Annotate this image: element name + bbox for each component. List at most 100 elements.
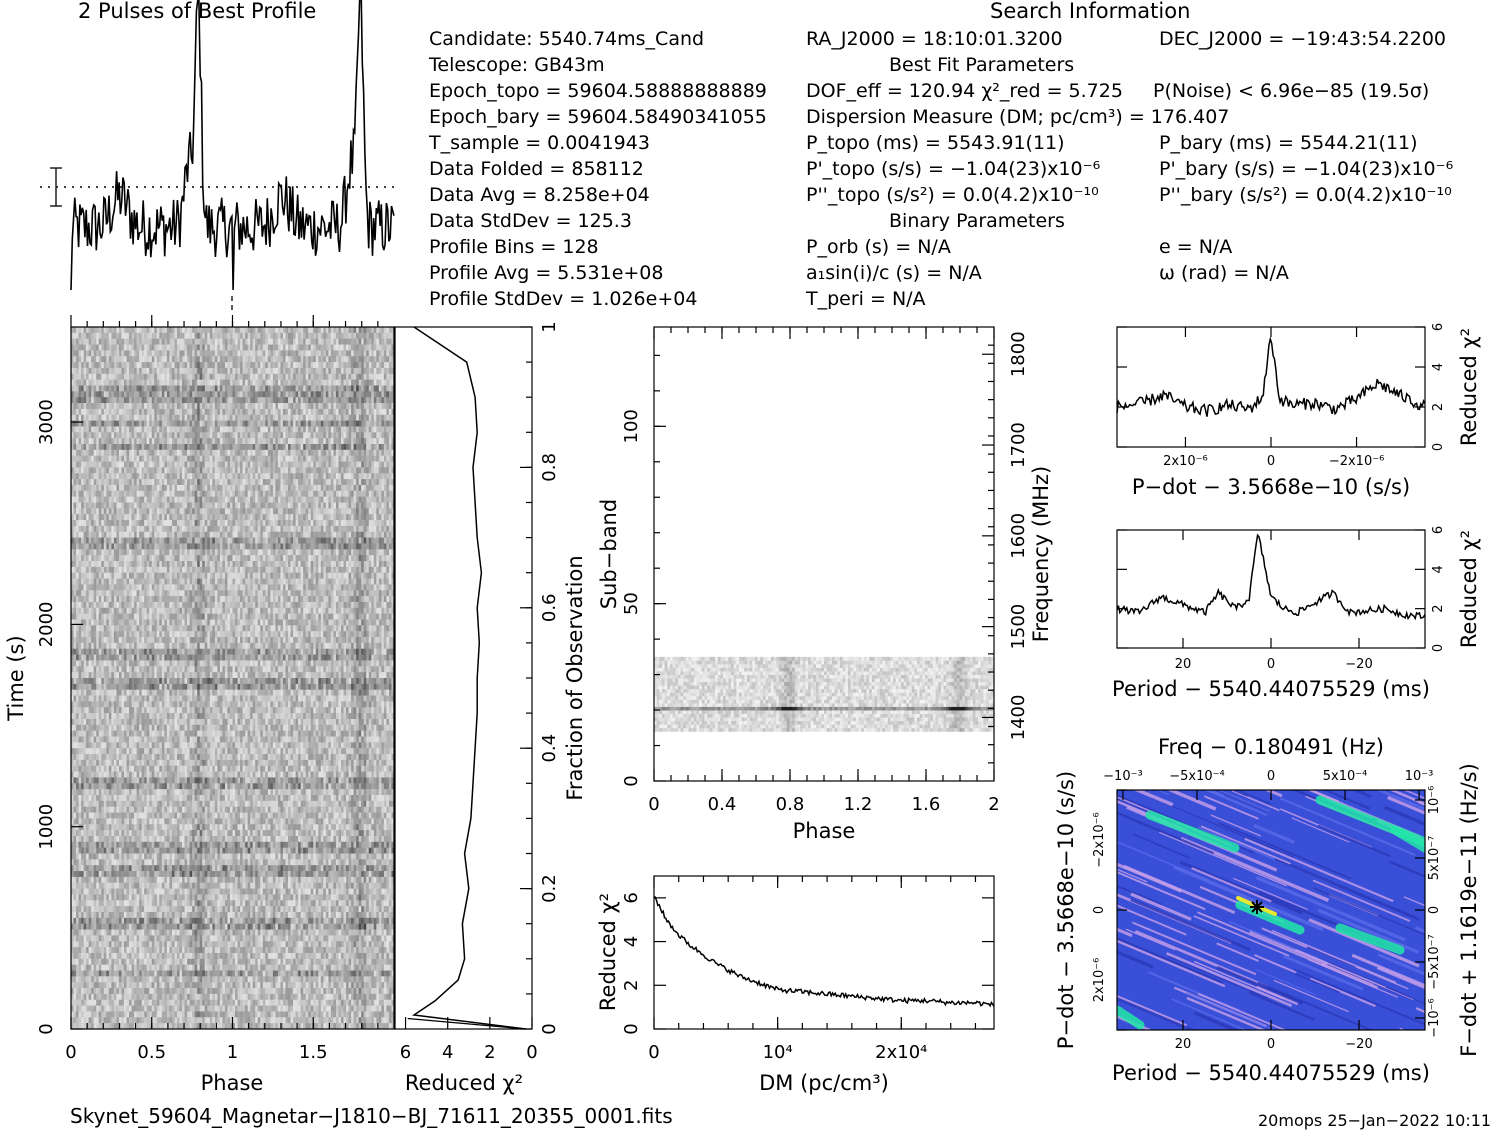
- asini-line: a₁sin(i)/c (s) = N/A: [806, 262, 982, 284]
- fdot-y2tick: 5x10⁻⁷: [1427, 836, 1442, 881]
- dm-ytick: 6: [621, 892, 642, 903]
- p-pdot-ytick: −2x10⁻⁶: [1092, 812, 1107, 867]
- freq-x2tick: −10⁻³: [1103, 769, 1143, 784]
- data-avg-line: Data Avg = 8.258e+04: [429, 184, 650, 206]
- p-pdot-plane: 20 0 −20 −10⁻³ −5x10⁻⁴ 0 5x10⁻⁴ 10⁻³ −2x10⁻⁶ 0 2x1…: [1054, 735, 1481, 1085]
- candidate-line: Candidate: 5540.74ms_Cand: [429, 28, 705, 50]
- tsample-line: T_sample = 0.0041943: [429, 132, 650, 154]
- f-fdot-ylabel: F−dot + 1.1619e−11 (Hz/s): [1457, 763, 1481, 1057]
- time-phase-image: [71, 327, 394, 1029]
- omega-line: ω (rad) = N/A: [1159, 262, 1289, 284]
- subband-image: [654, 656, 994, 732]
- fdot-y2tick: 0: [1427, 906, 1442, 914]
- time-phase-xtick: 1: [227, 1042, 238, 1063]
- porb-line: P_orb (s) = N/A: [806, 236, 951, 258]
- dof-line: DOF_eff = 120.94 χ²_red = 5.725: [806, 80, 1123, 102]
- tperi-line: T_peri = N/A: [806, 288, 926, 310]
- epoch-topo-line: Epoch_topo = 59604.58888888889: [429, 80, 767, 102]
- fraction-ytick: 1: [539, 321, 560, 332]
- subband-xtick: 0.8: [776, 794, 805, 815]
- pbary-line: P_bary (ms) = 5544.21(11): [1159, 132, 1418, 154]
- period-ytick: 2: [1431, 605, 1446, 613]
- dm-chi2-plot: 0 10⁴ 2x10⁴ 0 2 4 6 DM (pc/cm³) Reduced χ²: [596, 875, 995, 1095]
- dec-line: DEC_J2000 = −19:43:54.2200: [1159, 28, 1447, 50]
- fraction-ytick: 0.6: [539, 593, 560, 622]
- p-pdot-ytick: 0: [1092, 906, 1107, 914]
- subband-xtick: 2: [988, 794, 999, 815]
- profile-stddev-line: Profile StdDev = 1.026e+04: [429, 288, 698, 310]
- period-ylabel: Reduced χ²: [1457, 530, 1481, 648]
- pulse-profile-plot: [40, 0, 395, 312]
- time-chi2-line: [411, 326, 526, 1030]
- pdot-ytick: 2: [1431, 403, 1446, 411]
- dm-ytick: 0: [621, 1023, 642, 1034]
- pnoise-line: P(Noise) < 6.96e−85 (19.5σ): [1153, 80, 1430, 102]
- p-pdot-ytick: 2x10⁻⁶: [1092, 958, 1107, 1003]
- p-pdot-xlabel: Period − 5540.44075529 (ms): [1112, 1061, 1430, 1085]
- pdot-chi2-plot: 2x10⁻⁶ 0 −2x10⁻⁶ 0 2 4 6 P−dot − 3.5668e−10 (s…: [1116, 323, 1481, 499]
- pdot-ytick: 0: [1431, 443, 1446, 451]
- pdot-chi2-line: [1116, 336, 1426, 417]
- p-pdot-xtick: 0: [1267, 1037, 1275, 1052]
- fdot-y2tick: −10⁻⁶: [1427, 998, 1442, 1038]
- freq-x2tick: 0: [1267, 769, 1275, 784]
- footer-timestamp: 20mops 25−Jan−2022 10:11: [1258, 1111, 1492, 1130]
- time-phase-plot: 0 0.5 1 1.5 0 1000 2000 3000 Phase Time (s): [4, 315, 395, 1095]
- period-chi2-line: [1116, 533, 1426, 621]
- footer-filename: Skynet_59604_Magnetar−J1810−BJ_71611_203…: [70, 1104, 673, 1128]
- pdot-topo-line: P'_topo (s/s) = −1.04(23)x10⁻⁶: [806, 158, 1101, 180]
- freq-x2tick: 5x10⁻⁴: [1323, 769, 1368, 784]
- subband-phase-plot: 0 0.4 0.8 1.2 1.6 2 0 50 100 1400 1500 1600 1700 1800…: [597, 326, 1053, 843]
- fraction-ytick: 0.4: [539, 734, 560, 763]
- fraction-ytick: 0.2: [539, 874, 560, 903]
- frequency-ytick: 1500: [1008, 604, 1029, 650]
- period-chi2-plot: 20 0 −20 0 2 4 6 Period − 5540.44075529 (ms) R…: [1112, 526, 1481, 701]
- dm-xtick: 10⁴: [763, 1042, 793, 1063]
- period-ytick: 0: [1431, 644, 1446, 652]
- frequency-ytick: 1800: [1008, 331, 1029, 377]
- dm-ylabel: Reduced χ²: [596, 893, 620, 1011]
- dm-xtick: 2x10⁴: [875, 1042, 927, 1063]
- pddot-topo-line: P''_topo (s/s²) = 0.0(4.2)x10⁻¹⁰: [806, 184, 1099, 206]
- time-phase-ytick: 1000: [36, 804, 57, 850]
- frequency-ytick: 1400: [1008, 695, 1029, 741]
- epoch-bary-line: Epoch_bary = 59604.58490341055: [429, 106, 767, 128]
- data-stddev-line: Data StdDev = 125.3: [429, 210, 632, 232]
- pdot-xtick: 0: [1267, 454, 1275, 469]
- p-pdot-xtick: −20: [1345, 1037, 1372, 1052]
- pdot-ytick: 6: [1431, 323, 1446, 331]
- fraction-ytick: 0.8: [539, 453, 560, 482]
- period-xlabel: Period − 5540.44075529 (ms): [1112, 677, 1430, 701]
- fraction-ytick: 0: [539, 1023, 560, 1034]
- frequency-ytick: 1700: [1008, 422, 1029, 468]
- period-xtick: 0: [1267, 657, 1275, 672]
- data-folded-line: Data Folded = 858112: [429, 158, 644, 180]
- time-chi2-plot: 6 4 2 00 0.2 0.4 0.6 0.8 1 Reduced χ² Fraction o…: [394, 321, 587, 1095]
- dm-xlabel: DM (pc/cm³): [759, 1071, 889, 1095]
- subband-ytick: 100: [621, 409, 642, 443]
- time-phase-xlabel: Phase: [201, 1071, 264, 1095]
- frequency-ytick: 1600: [1008, 513, 1029, 559]
- time-phase-ytick: 0: [36, 1023, 57, 1034]
- pdot-bary-line: P'_bary (s/s) = −1.04(23)x10⁻⁶: [1159, 158, 1454, 180]
- freq-x2tick: 10⁻³: [1405, 769, 1434, 784]
- subband-ytick: 0: [621, 775, 642, 786]
- time-phase-ylabel: Time (s): [4, 635, 28, 721]
- best-fit-heading: Best Fit Parameters: [889, 54, 1075, 76]
- period-ytick: 6: [1431, 526, 1446, 534]
- time-chi2-xtick: 0: [526, 1042, 537, 1063]
- p-pdot-image: [1117, 790, 1425, 1030]
- profile-avg-line: Profile Avg = 5.531e+08: [429, 262, 664, 284]
- subband-ylabel: Sub−band: [597, 499, 621, 609]
- search-info-title: Search Information: [990, 0, 1191, 23]
- subband-xtick: 1.6: [912, 794, 941, 815]
- ptopo-line: P_topo (ms) = 5543.91(11): [806, 132, 1065, 154]
- p-pdot-title: Freq − 0.180491 (Hz): [1158, 735, 1384, 759]
- freq-x2tick: −5x10⁻⁴: [1169, 769, 1224, 784]
- ra-line: RA_J2000 = 18:10:01.3200: [806, 28, 1063, 50]
- dm-xtick: 0: [648, 1042, 659, 1063]
- p-pdot-ylabel: P−dot − 3.5668e−10 (s/s): [1054, 771, 1078, 1049]
- time-chi2-xtick: 2: [484, 1042, 495, 1063]
- fdot-y2tick: 10⁻⁶: [1427, 786, 1442, 815]
- dm-ytick: 2: [621, 980, 642, 991]
